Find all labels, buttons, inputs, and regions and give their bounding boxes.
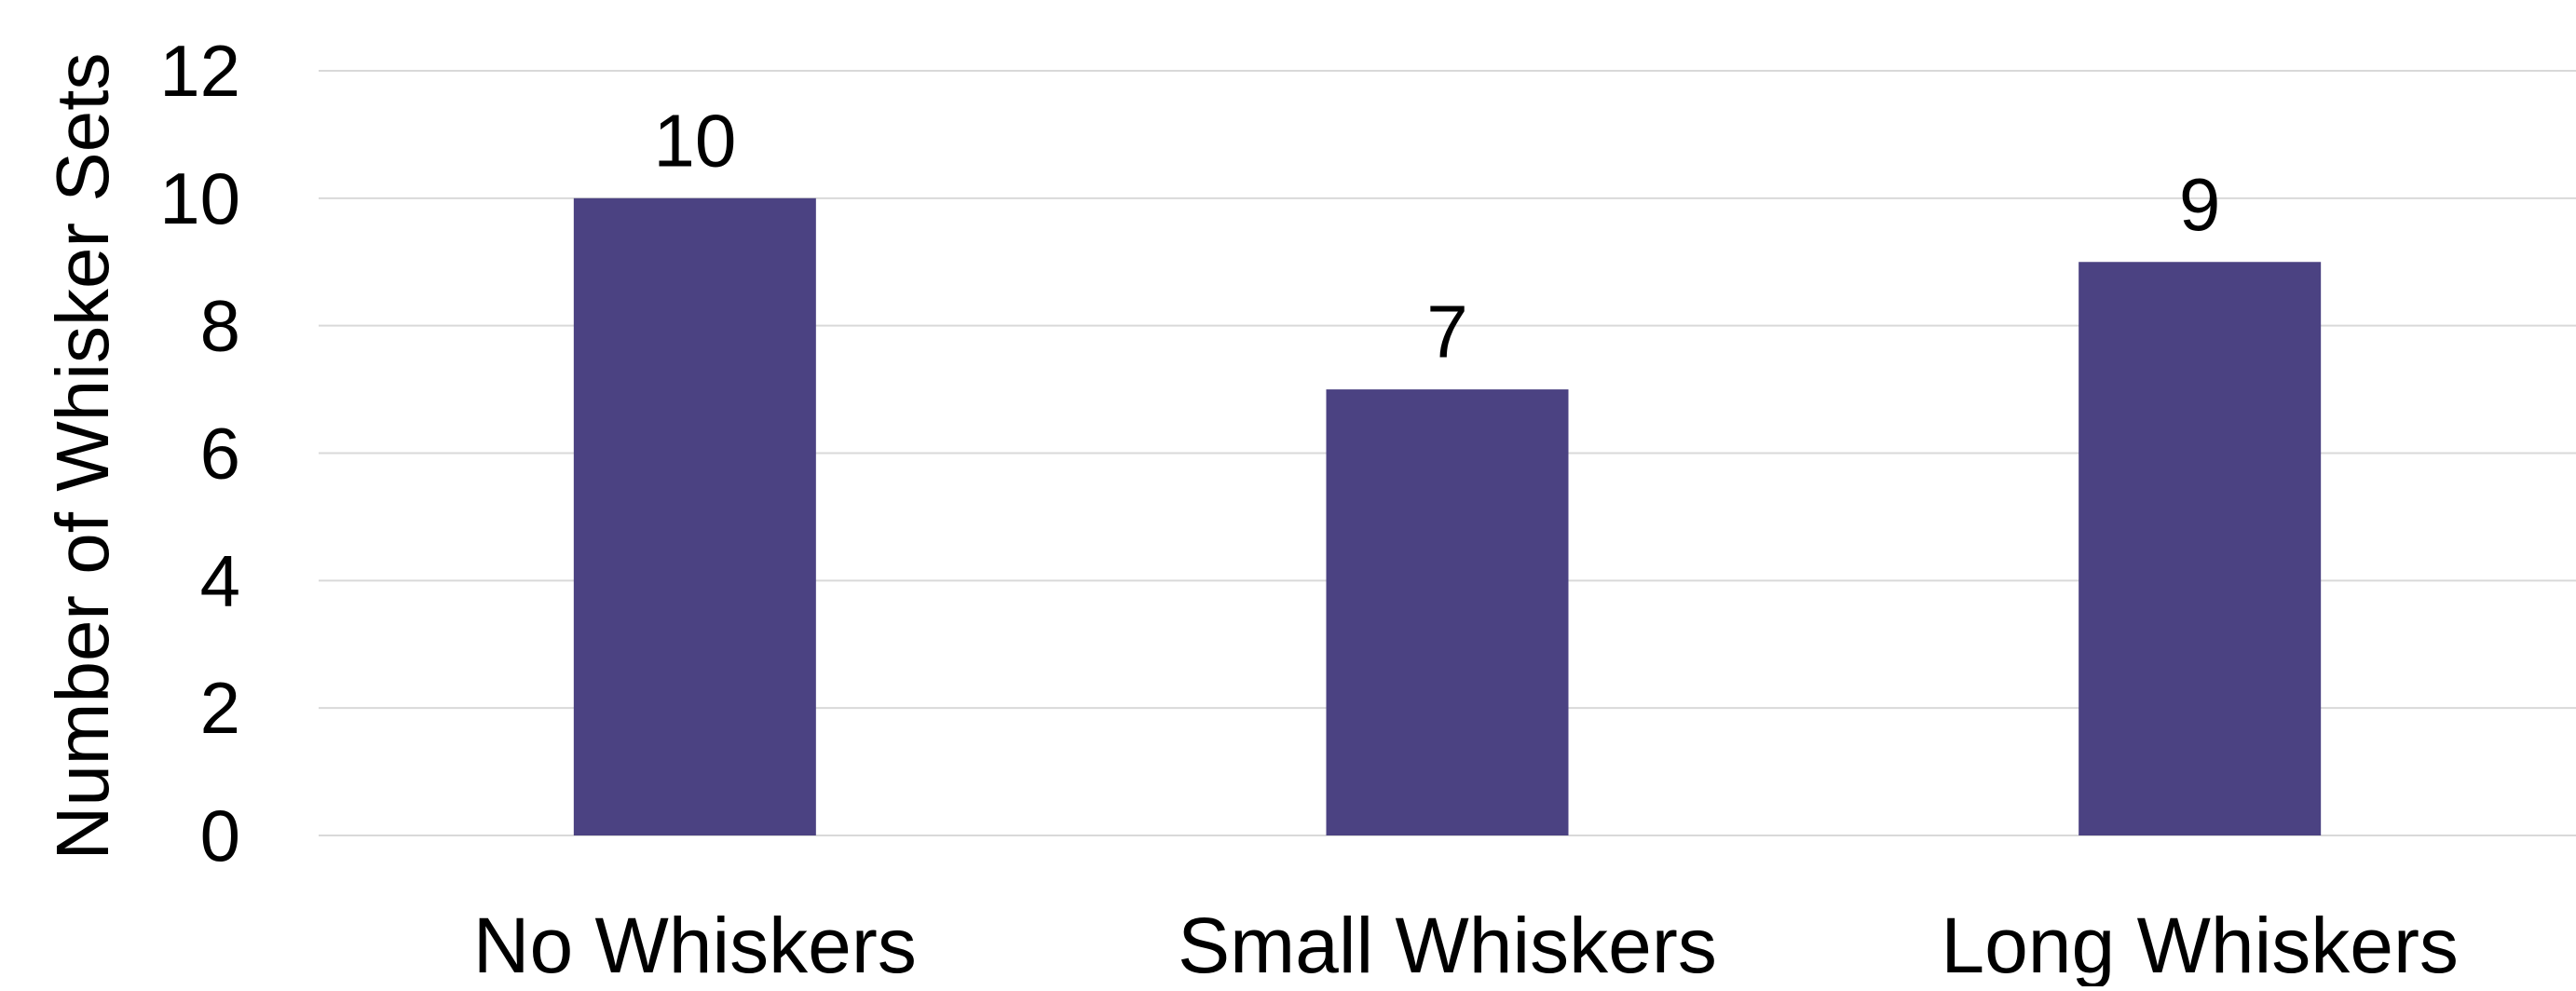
bar-value-label: 9 [2179,163,2221,246]
bar [573,197,816,836]
x-axis-labels: No Whiskers Small Whiskers Long Whiskers [473,902,2459,989]
y-tick-label: 2 [200,667,240,749]
x-category-label: Long Whiskers [1941,902,2459,986]
bar-value-label: 10 [653,99,736,182]
x-category-label: No Whiskers [473,902,917,986]
y-tick-label: 10 [159,157,240,239]
y-tick-label: 4 [200,539,240,621]
bar [2079,262,2322,835]
x-category-label: Small Whiskers [1178,902,1717,986]
bar [1326,389,1569,835]
y-axis-ticks: 0 2 4 6 8 10 12 [159,30,240,876]
y-tick-label: 8 [200,285,240,367]
bar-value-label: 7 [1426,291,1468,373]
data-labels: 10 7 9 [653,99,2220,373]
bars [573,197,2322,836]
y-tick-label: 0 [200,794,240,876]
y-tick-label: 6 [200,413,240,495]
y-axis-title: Number of Whisker Sets [41,53,124,861]
y-tick-label: 12 [159,30,240,112]
